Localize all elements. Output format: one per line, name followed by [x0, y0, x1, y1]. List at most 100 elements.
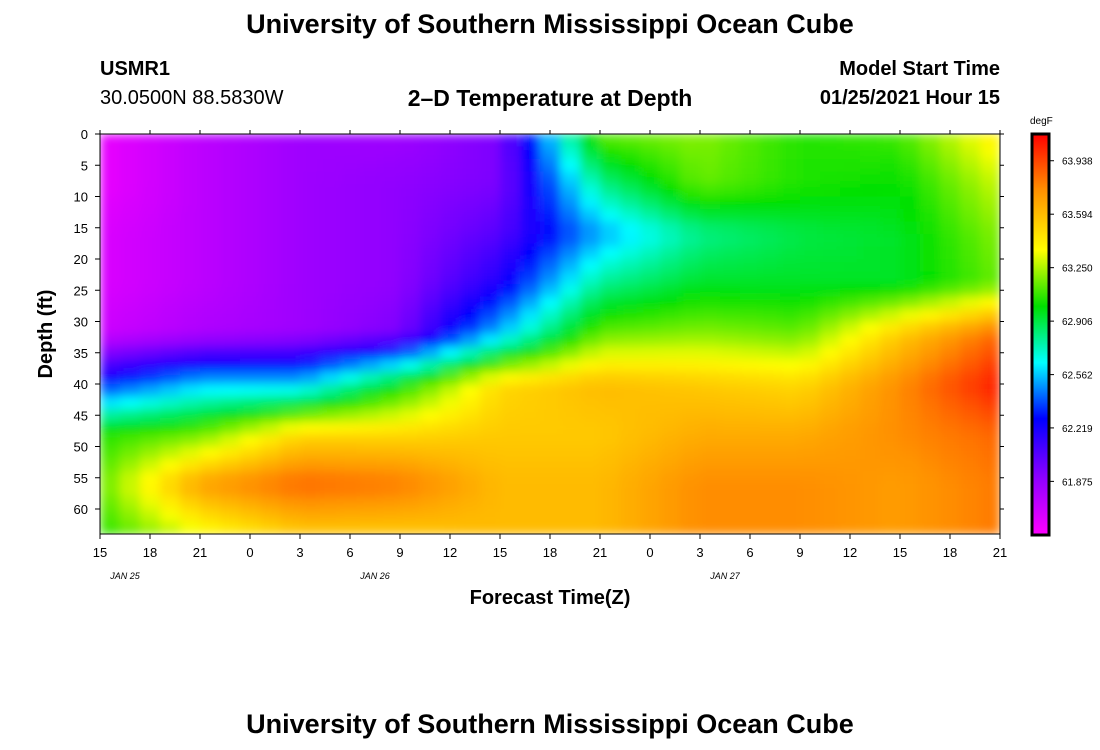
heatmap-cell — [300, 296, 321, 310]
heatmap-cell — [240, 159, 261, 173]
heatmap-cell — [260, 146, 281, 160]
heatmap-cell — [120, 471, 141, 485]
heatmap-cell — [200, 409, 221, 423]
heatmap-cell — [480, 434, 501, 448]
heatmap-cell — [520, 184, 541, 198]
heatmap-cell — [800, 496, 821, 510]
heatmap-cell — [840, 309, 861, 323]
heatmap-cell — [360, 284, 381, 298]
heatmap-cell — [100, 509, 121, 523]
heatmap-cell — [380, 271, 401, 285]
heatmap-cell — [580, 371, 601, 385]
heatmap-cell — [340, 509, 361, 523]
heatmap-cell — [120, 521, 141, 534]
heatmap-cell — [540, 496, 561, 510]
heatmap-cell — [580, 396, 601, 410]
heatmap-cell — [220, 459, 241, 473]
heatmap-cell — [180, 259, 201, 273]
heatmap-cell — [860, 259, 881, 273]
heatmap-cell — [860, 446, 881, 460]
heatmap-cell — [720, 259, 741, 273]
heatmap-cell — [420, 434, 441, 448]
y-tick-label: 5 — [81, 158, 88, 173]
heatmap-cell — [600, 221, 621, 235]
heatmap-cell — [940, 396, 961, 410]
heatmap-cell — [580, 446, 601, 460]
heatmap-cell — [100, 409, 121, 423]
heatmap-cell — [660, 271, 681, 285]
heatmap-cell — [800, 221, 821, 235]
heatmap-cell — [400, 196, 421, 210]
heatmap-cell — [440, 509, 461, 523]
heatmap-cell — [340, 446, 361, 460]
heatmap-cell — [240, 234, 261, 248]
heatmap-cell — [420, 384, 441, 398]
heatmap-cell — [680, 521, 701, 534]
heatmap-cell — [360, 396, 381, 410]
heatmap-cell — [620, 246, 641, 260]
heatmap-cell — [340, 434, 361, 448]
heatmap-cell — [920, 159, 941, 173]
heatmap-cell — [540, 384, 561, 398]
heatmap-cell — [740, 509, 761, 523]
heatmap-cell — [100, 396, 121, 410]
heatmap-cell — [240, 321, 261, 335]
y-tick-label: 25 — [74, 283, 88, 298]
heatmap-cell — [360, 146, 381, 160]
heatmap-cell — [740, 484, 761, 498]
heatmap-cell — [180, 421, 201, 435]
heatmap-cell — [860, 484, 881, 498]
heatmap-cell — [640, 484, 661, 498]
heatmap-cell — [720, 246, 741, 260]
heatmap-cell — [880, 371, 901, 385]
heatmap-cell — [260, 234, 281, 248]
heatmap-cell — [260, 384, 281, 398]
heatmap-cell — [460, 471, 481, 485]
heatmap-cell — [680, 184, 701, 198]
heatmap-cell — [960, 221, 981, 235]
heatmap-cell — [560, 296, 581, 310]
heatmap-cell — [980, 471, 1000, 485]
heatmap-cell — [280, 334, 301, 348]
heatmap-cell — [140, 221, 161, 235]
heatmap-cell — [220, 309, 241, 323]
heatmap-cell — [660, 509, 681, 523]
heatmap-cell — [980, 221, 1000, 235]
heatmap-cell — [600, 321, 621, 335]
heatmap-cell — [280, 196, 301, 210]
heatmap-cell — [640, 321, 661, 335]
heatmap-cell — [100, 146, 121, 160]
heatmap-cell — [980, 359, 1000, 373]
heatmap-cell — [780, 284, 801, 298]
heatmap-cell — [940, 459, 961, 473]
heatmap-cell — [620, 371, 641, 385]
heatmap-cell — [600, 159, 621, 173]
heatmap-cell — [400, 359, 421, 373]
heatmap-cell — [780, 271, 801, 285]
heatmap-cell — [220, 321, 241, 335]
heatmap-cell — [760, 421, 781, 435]
heatmap-cell — [620, 359, 641, 373]
heatmap-cell — [960, 334, 981, 348]
heatmap-cell — [700, 484, 721, 498]
heatmap-cell — [760, 484, 781, 498]
heatmap-cell — [240, 509, 261, 523]
heatmap-cell — [580, 309, 601, 323]
heatmap-cell — [640, 146, 661, 160]
heatmap-cell — [340, 384, 361, 398]
heatmap-cell — [680, 396, 701, 410]
heatmap-cell — [360, 346, 381, 360]
heatmap-cell — [220, 396, 241, 410]
heatmap-cell — [180, 234, 201, 248]
heatmap-cell — [560, 146, 581, 160]
heatmap-cell — [220, 159, 241, 173]
x-axis-title: Forecast Time(Z) — [470, 587, 631, 609]
x-axis: 15 18 21 0 3 6 9 12 15 18 21 0 3 6 9 12 15 18 21 JAN 25 JAN … — [93, 130, 1007, 581]
heatmap-cell — [580, 484, 601, 498]
heatmap-cell — [700, 259, 721, 273]
heatmap-cell — [940, 146, 961, 160]
heatmap-cell — [760, 171, 781, 185]
heatmap-cell — [420, 159, 441, 173]
heatmap-cell — [920, 309, 941, 323]
heatmap-cell — [980, 484, 1000, 498]
